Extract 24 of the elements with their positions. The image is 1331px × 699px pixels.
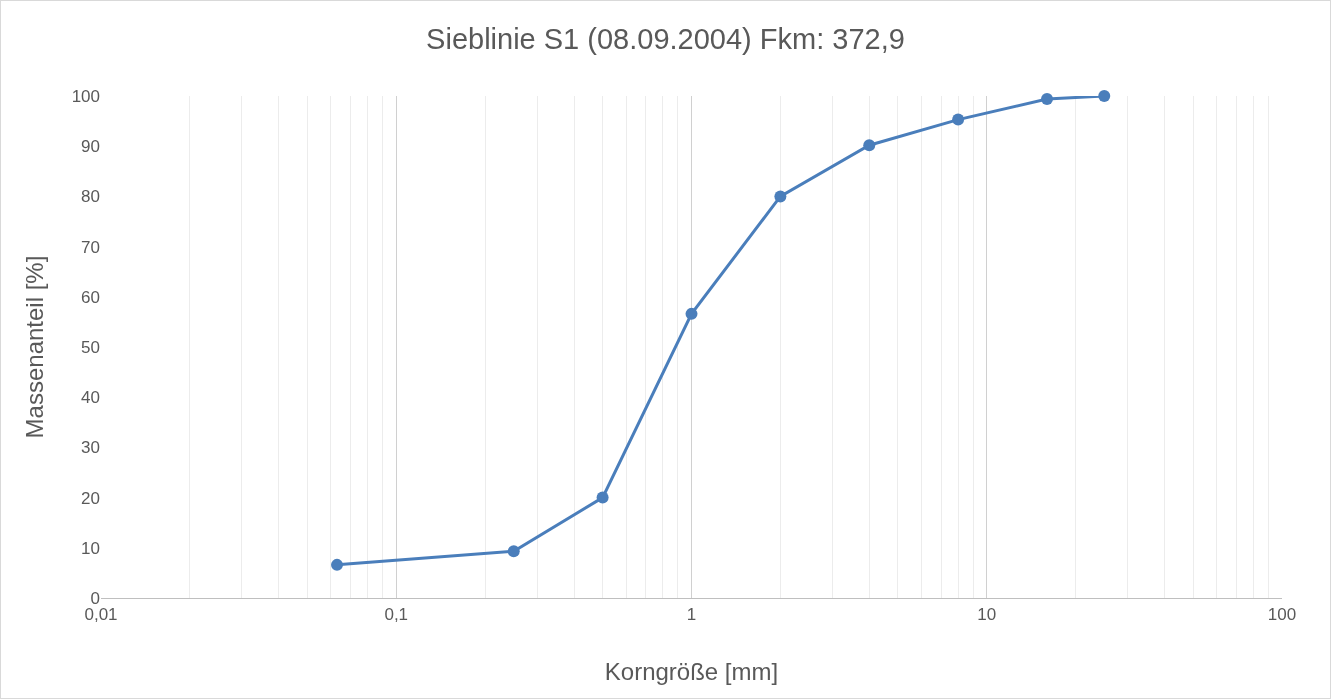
- x-tick-label: 10: [977, 604, 997, 624]
- y-tick-label: 30: [81, 438, 100, 458]
- x-tick-label: 100: [1267, 604, 1297, 624]
- point: [774, 190, 787, 203]
- y-tick-label: 50: [81, 337, 100, 357]
- y-tick-label: 10: [81, 538, 100, 558]
- x-axis-title: Korngröße [mm]: [604, 658, 779, 686]
- y-tick-label: 70: [81, 237, 100, 257]
- point: [863, 139, 876, 152]
- point: [596, 491, 609, 504]
- point: [507, 545, 520, 558]
- y-tick-label: 20: [81, 488, 100, 508]
- y-tick-label: 100: [71, 86, 100, 106]
- point: [952, 113, 965, 126]
- y-axis-title: Massenanteil [%]: [21, 255, 48, 439]
- y-tick-label: 80: [81, 187, 100, 207]
- x-tick-label: 0,1: [384, 604, 409, 624]
- chart-title: Sieblinie S1 (08.09.2004) Fkm: 372,9: [426, 23, 905, 56]
- y-tick-label: 40: [81, 388, 100, 408]
- point: [1041, 93, 1054, 105]
- y-tick-label: 60: [81, 287, 100, 307]
- point: [685, 307, 698, 320]
- y-tick-label: 90: [81, 137, 100, 157]
- x-tick-label: 1: [686, 604, 697, 624]
